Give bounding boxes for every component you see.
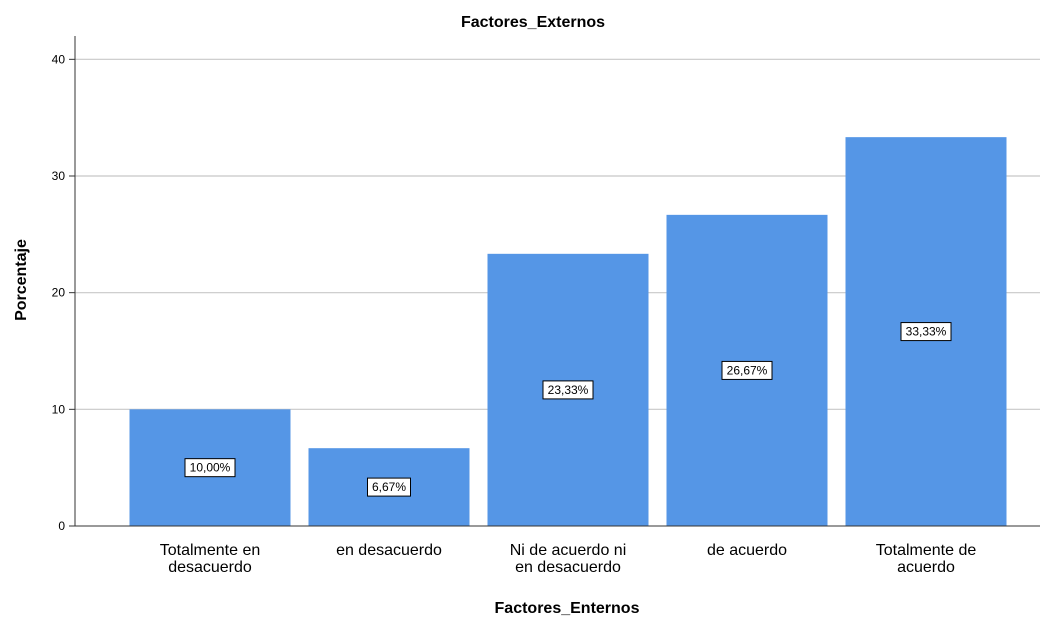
bars (129, 137, 1007, 527)
chart-title: Factores_Externos (461, 14, 605, 31)
x-tick-label: de acuerdo (707, 542, 787, 559)
y-axis-title: Porcentaje (13, 239, 30, 321)
data-labels: 10,00% 6,67% 23,33% 26,67% 33,33% (184, 322, 952, 497)
y-axis: 0 10 20 30 40 (52, 36, 76, 533)
y-tick-label: 30 (52, 169, 66, 183)
x-tick-label: Ni de acuerdo ni (510, 542, 627, 559)
data-label: 33,33% (906, 325, 947, 339)
y-tick-label: 0 (58, 519, 65, 533)
data-label: 10,00% (190, 461, 231, 475)
data-label-box (900, 322, 952, 342)
x-tick-label: desacuerdo (168, 559, 252, 576)
data-label-box (721, 360, 773, 380)
data-label: 26,67% (727, 363, 768, 377)
data-label-box (367, 477, 411, 497)
data-label-box (542, 380, 594, 400)
x-tick-label: Totalmente en (160, 542, 261, 559)
y-tick-label: 40 (52, 52, 66, 66)
x-axis-title: Factores_Enternos (495, 600, 640, 617)
x-tick-label: acuerdo (897, 559, 955, 576)
data-label: 23,33% (548, 383, 589, 397)
x-tick-label: en desacuerdo (515, 559, 621, 576)
x-tick-label: en desacuerdo (336, 542, 442, 559)
y-tick-label: 20 (52, 286, 66, 300)
data-label: 6,67% (372, 480, 406, 494)
y-tick-label: 10 (52, 402, 66, 416)
x-tick-label: Totalmente de (876, 542, 977, 559)
data-label-box (184, 458, 236, 478)
